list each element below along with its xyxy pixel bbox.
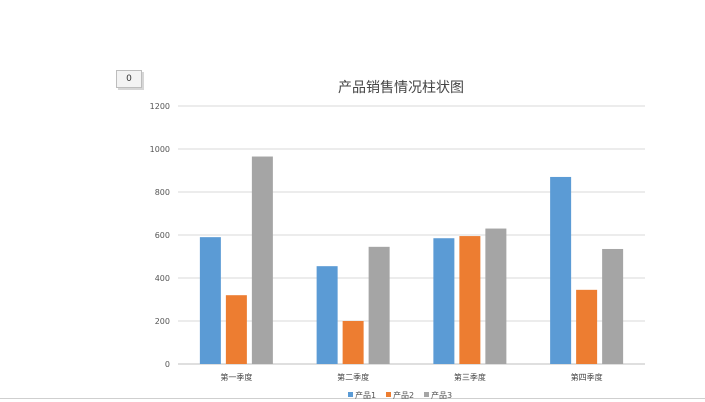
legend-label-1: 产品1 <box>355 390 376 400</box>
legend-label-3: 产品3 <box>431 390 452 400</box>
x-tick-label: 第四季度 <box>571 372 603 382</box>
cell-value-badge[interactable]: 0 <box>116 70 142 88</box>
y-tick-label: 600 <box>155 231 170 240</box>
legend-label-2: 产品2 <box>393 390 414 400</box>
bar-2-2[interactable] <box>342 321 364 364</box>
bar-1-3[interactable] <box>433 238 455 364</box>
y-tick-label: 1200 <box>150 102 170 111</box>
bar-1-1[interactable] <box>199 237 221 364</box>
bar-1-4[interactable] <box>550 176 572 364</box>
x-tick-label: 第三季度 <box>454 372 486 382</box>
bar-3-3[interactable] <box>485 228 507 364</box>
bar-2-4[interactable] <box>576 289 598 364</box>
x-tick-label: 第二季度 <box>337 372 369 382</box>
bar-3-1[interactable] <box>251 156 273 364</box>
legend-swatch-2 <box>386 392 391 397</box>
y-tick-label: 0 <box>165 360 170 369</box>
legend-swatch-1 <box>348 392 353 397</box>
y-tick-label: 1000 <box>150 145 170 154</box>
bottom-rule <box>0 398 705 399</box>
bar-2-1[interactable] <box>225 295 247 364</box>
bar-3-2[interactable] <box>368 246 390 364</box>
bar-1-2[interactable] <box>316 266 338 364</box>
x-tick-label: 第一季度 <box>220 372 252 382</box>
y-tick-label: 800 <box>155 188 170 197</box>
bar-3-4[interactable] <box>602 248 624 364</box>
bar-2-3[interactable] <box>459 236 481 364</box>
y-tick-label: 400 <box>155 274 170 283</box>
y-tick-label: 200 <box>155 317 170 326</box>
chart-title: 产品销售情况柱状图 <box>338 80 464 96</box>
legend-swatch-3 <box>424 392 429 397</box>
